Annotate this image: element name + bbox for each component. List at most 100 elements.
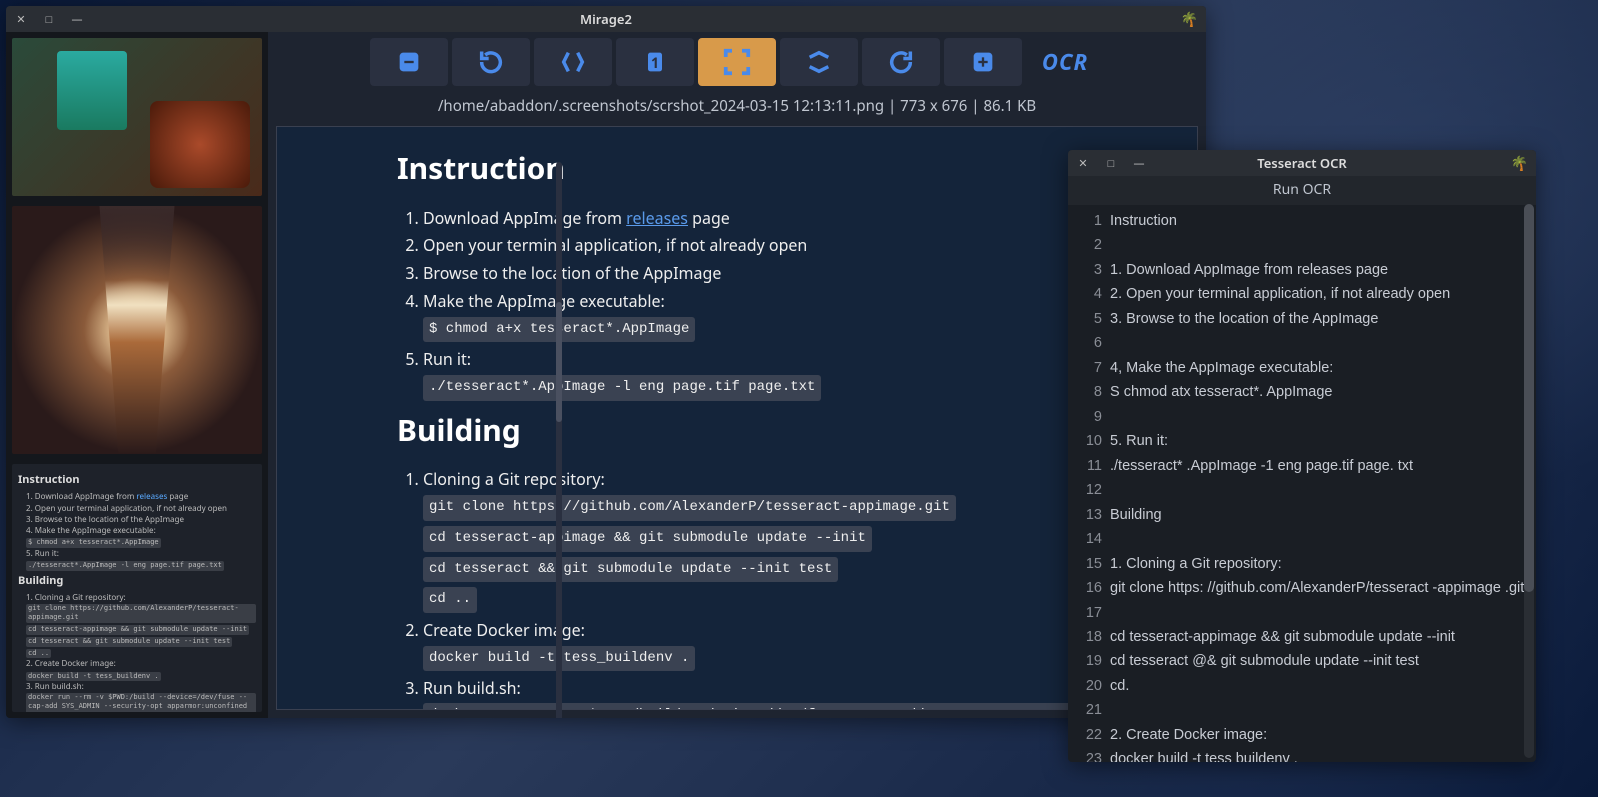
line-number: 19 [1076,650,1102,672]
document-content: Instruction Download AppImage from relea… [277,145,1197,710]
ocr-line: 11 ./tesseract* .AppImage -1 eng page.tif… [1068,454,1536,478]
list-item: Open your terminal application, if not a… [423,233,1077,258]
ocr-line: 151. Cloning a Git repository: [1068,552,1536,576]
toolbar: 1 OCR [268,32,1206,92]
ocr-text: 3. Browse to the location of the AppImag… [1110,308,1378,330]
ocr-line: 8S chmod atx tesseract*. AppImage [1068,380,1536,404]
ocr-line: 20 cd. [1068,674,1536,698]
line-number: 3 [1076,259,1102,281]
ocr-line: 3 1. Download AppImage from releases page [1068,258,1536,282]
ocr-text: cd tesseract-appimage && git submodule u… [1110,626,1455,648]
minimize-icon[interactable]: — [1132,156,1146,170]
code-block: cd tesseract-appimage && git submodule u… [423,526,872,552]
line-number: 10 [1076,430,1102,452]
line-number: 7 [1076,357,1102,379]
thumbnail-1[interactable] [12,38,262,196]
thumbnail-3[interactable]: Instruction 1. Download AppImage from re… [12,464,262,712]
list-item: Browse to the location of the AppImage [423,261,1077,286]
list-item: Cloning a Git repository: git clone http… [423,467,1077,615]
ocr-text: ./tesseract* .AppImage -1 eng page.tif p… [1110,455,1413,477]
ocr-line: 2 [1068,233,1536,257]
code-block: git clone https://github.com/AlexanderP/… [423,495,956,521]
ocr-button[interactable]: OCR [1026,38,1104,86]
ocr-line: 21 [1068,698,1536,722]
ocr-line: 1 Instruction [1068,209,1536,233]
ocr-line: 18 cd tesseract-appimage && git submodule… [1068,625,1536,649]
ocr-titlebar: ✕ □ — Tesseract OCR 🌴 [1068,150,1536,176]
close-icon[interactable]: ✕ [14,12,28,26]
list-item: Create Docker image:docker build -t tess… [423,618,1077,673]
ocr-text: cd. [1110,675,1129,697]
code-block: docker run --rm -v $PWD:/build --device=… [423,703,1077,710]
mini-heading-instruction: Instruction [18,472,256,487]
ocr-text: Building [1110,504,1162,526]
main-titlebar: ✕ □ — Mirage2 🌴 [6,6,1206,32]
ocr-text: S chmod atx tesseract*. AppImage [1110,381,1332,403]
line-number: 12 [1076,479,1102,501]
flip-vertical-button[interactable] [780,38,858,86]
line-number: 1 [1076,210,1102,232]
code-block: cd .. [423,587,477,613]
heading-building: Building [397,407,1077,454]
ocr-text: 1. Download AppImage from releases page [1110,259,1388,281]
zoom-out-button[interactable] [370,38,448,86]
ocr-line: 17 [1068,601,1536,625]
list-item: Run build.sh:docker run --rm -v $PWD:/bu… [423,676,1077,710]
app-icon: 🌴 [1181,10,1198,29]
line-number: 16 [1076,577,1102,599]
line-number: 15 [1076,553,1102,575]
line-number: 4 [1076,283,1102,305]
line-number: 21 [1076,699,1102,721]
ocr-line: 53. Browse to the location of the AppIma… [1068,307,1536,331]
actual-size-button[interactable]: 1 [616,38,694,86]
maximize-icon[interactable]: □ [42,12,56,26]
thumbnail-sidebar: Instruction 1. Download AppImage from re… [6,32,268,718]
image-viewer[interactable]: Instruction Download AppImage from relea… [276,126,1198,710]
zoom-in-button[interactable] [944,38,1022,86]
ocr-text-output[interactable]: 1Instruction231. Download AppImage from … [1068,205,1536,762]
ocr-text: 2. Create Docker image: [1110,724,1267,746]
line-number: 23 [1076,748,1102,762]
releases-link[interactable]: releases [626,207,688,229]
ocr-line: 12 [1068,478,1536,502]
line-number: 18 [1076,626,1102,648]
svg-text:1: 1 [651,54,659,73]
mini-heading-building: Building [18,573,256,588]
flip-horizontal-button[interactable] [534,38,612,86]
heading-instruction: Instruction [397,145,1077,192]
rotate-right-button[interactable] [862,38,940,86]
line-number: 22 [1076,724,1102,746]
minimize-icon[interactable]: — [70,12,84,26]
viewer-scrollbar[interactable] [556,162,562,718]
ocr-line: 105. Run it: [1068,429,1536,453]
code-block: cd tesseract && git submodule update --i… [423,557,838,583]
line-number: 13 [1076,504,1102,526]
ocr-line: 6 [1068,331,1536,355]
ocr-line: 13 Building [1068,503,1536,527]
maximize-icon[interactable]: □ [1104,156,1118,170]
ocr-text: git clone https: //github.com/AlexanderP… [1110,577,1524,599]
ocr-window-title: Tesseract OCR [1257,154,1347,172]
ocr-text: Instruction [1110,210,1177,232]
close-icon[interactable]: ✕ [1076,156,1090,170]
line-number: 20 [1076,675,1102,697]
ocr-text: docker build -t tess buildenv . [1110,748,1298,762]
line-number: 11 [1076,455,1102,477]
rotate-left-button[interactable] [452,38,530,86]
ocr-text: 2. Open your terminal application, if no… [1110,283,1450,305]
line-number: 14 [1076,528,1102,550]
ocr-text: cd tesseract @& git submodule update --i… [1110,650,1419,672]
ocr-line: 9 [1068,405,1536,429]
thumbnail-2[interactable] [12,206,262,454]
list-item: Make the AppImage executable:$ chmod a+x… [423,289,1077,344]
ocr-line: 16 git clone https: //github.com/Alexande… [1068,576,1536,600]
pathbar: /home/abaddon/.screenshots/scrshot_2024-… [268,92,1206,126]
ocr-scrollbar[interactable] [1524,204,1534,758]
list-item: Run it:./tesseract*.AppImage -l eng page… [423,347,1077,402]
line-number: 17 [1076,602,1102,624]
ocr-line: 22 2. Create Docker image: [1068,723,1536,747]
fit-window-button[interactable] [698,38,776,86]
ocr-window: ✕ □ — Tesseract OCR 🌴 Run OCR 1Instructi… [1068,150,1536,762]
ocr-text: 4, Make the AppImage executable: [1110,357,1333,379]
ocr-line: 14 [1068,527,1536,551]
